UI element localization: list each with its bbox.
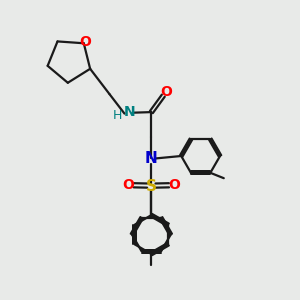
Text: O: O: [79, 35, 91, 49]
Text: O: O: [160, 85, 172, 99]
Text: O: O: [168, 178, 180, 192]
Text: N: N: [124, 105, 136, 119]
Text: N: N: [145, 151, 158, 166]
Text: O: O: [122, 178, 134, 192]
Text: H: H: [113, 109, 123, 122]
Text: S: S: [146, 179, 157, 194]
